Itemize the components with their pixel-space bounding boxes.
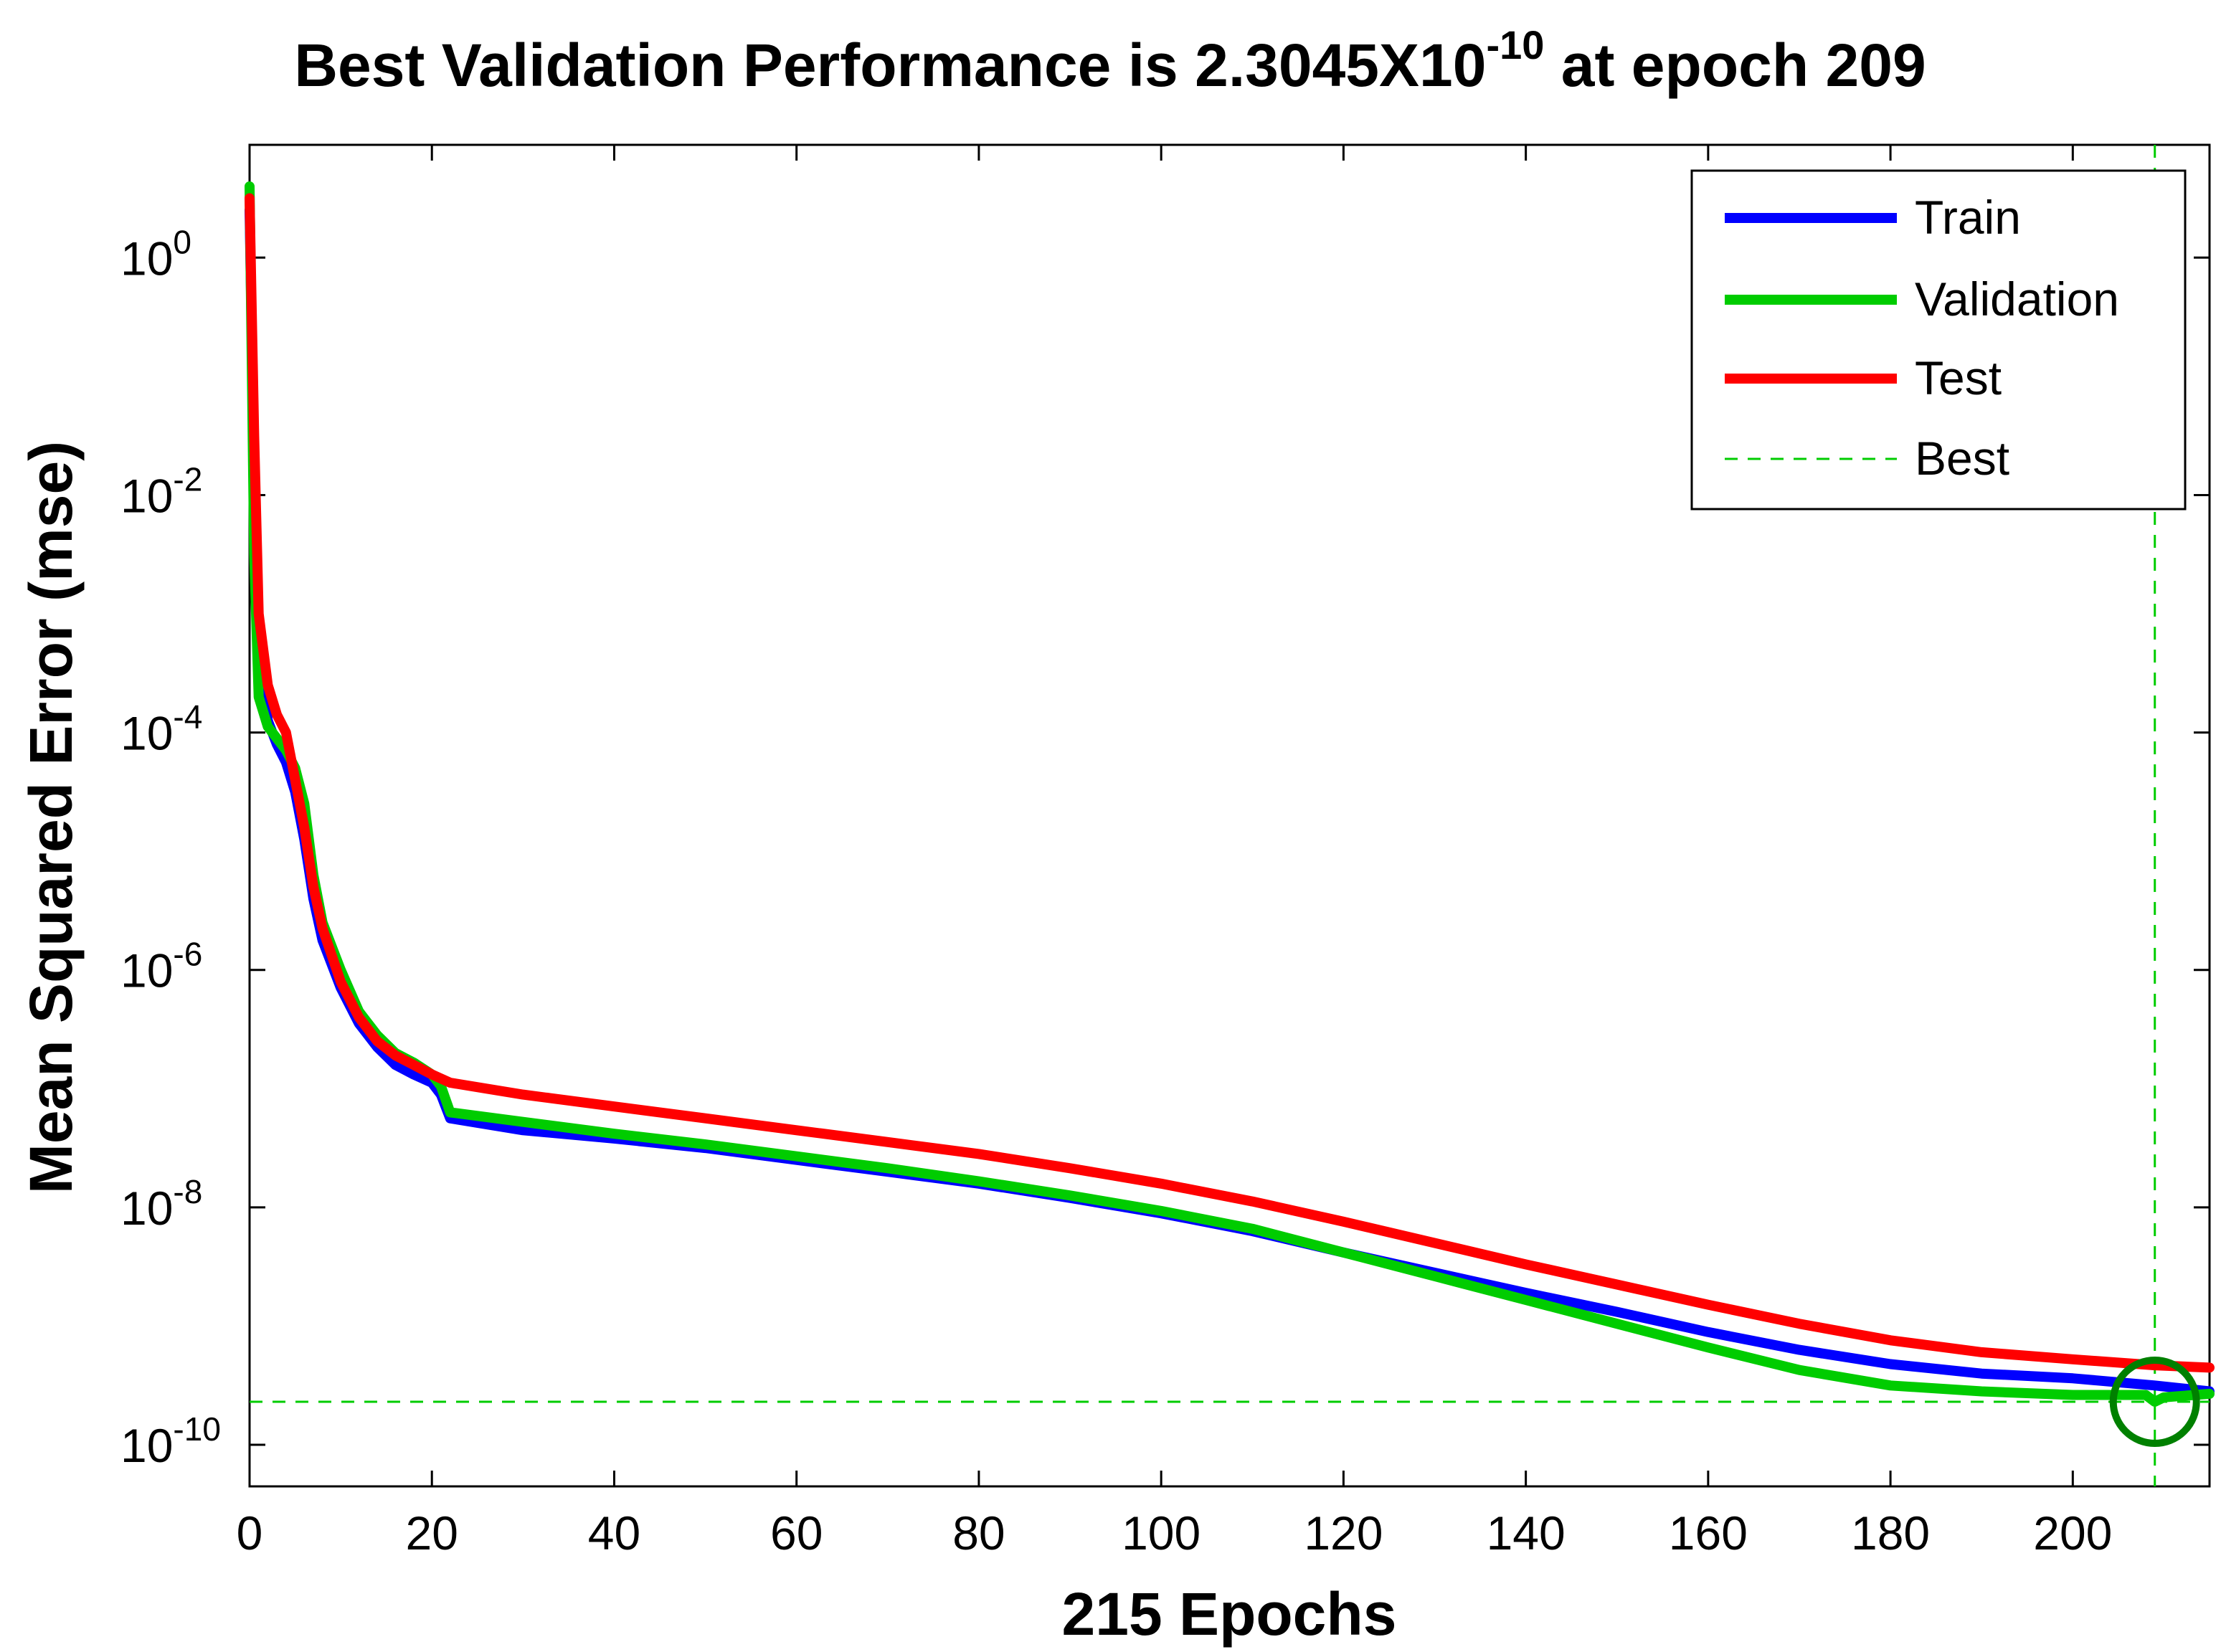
x-tick-label-200: 200 [2033,1506,2112,1560]
y-tick-label--10: 10-10 [120,1410,221,1472]
x-tick-label-80: 80 [952,1506,1005,1560]
series-line-test [245,193,2215,1373]
x-tick-label-0: 0 [237,1506,263,1560]
x-tick-label-140: 140 [1487,1506,1566,1560]
legend-label-test: Test [1915,351,2002,404]
y-axis-label: Mean Squared Error (mse) [17,441,85,1194]
best-point-marker [2109,1357,2200,1448]
best-layer [250,145,2210,1486]
x-tick-label-20: 20 [406,1506,458,1560]
marker-layer [2109,1357,2200,1448]
legend-label-best: Best [1915,432,2009,485]
legend: Train Validation Test Best [1690,169,2187,511]
x-tick-label-60: 60 [770,1506,823,1560]
y-tick-label--4: 10-4 [120,698,202,760]
y-tick-label-0: 100 [120,223,191,285]
x-tick-label-100: 100 [1122,1506,1201,1560]
x-tick-label-160: 160 [1669,1506,1748,1560]
legend-box [1690,169,2187,511]
legend-label-validation: Validation [1915,272,2119,326]
series-layer [245,181,2215,1407]
x-tick-label-180: 180 [1851,1506,1930,1560]
tick-layer: 0 20 40 60 80 100 120 140 160 180 200 100 10-2 10-4 10… [120,145,2210,1560]
legend-label-train: Train [1915,191,2021,244]
x-tick-label-120: 120 [1304,1506,1383,1560]
y-tick-label--6: 10-6 [120,936,202,997]
x-tick-label-40: 40 [588,1506,640,1560]
x-axis-label: 215 Epochs [1062,1580,1397,1648]
y-tick-label--2: 10-2 [120,460,202,522]
y-tick-label--8: 10-8 [120,1173,202,1235]
chart-title: Best Validation Performance is 2.3045X10… [294,22,1926,99]
